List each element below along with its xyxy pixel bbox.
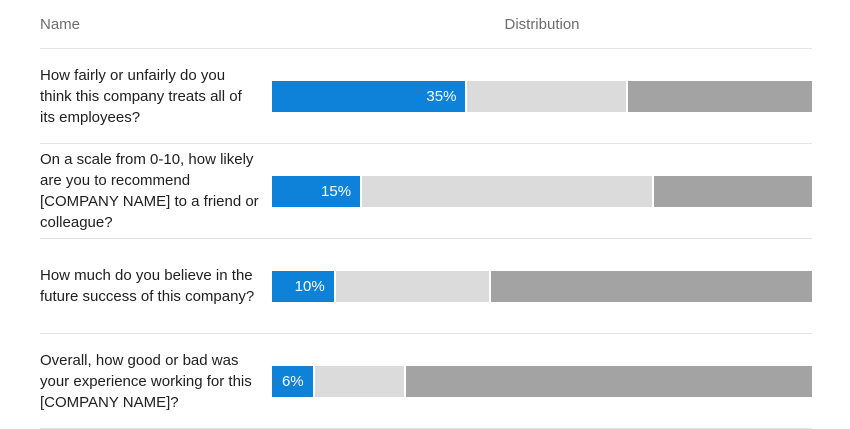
bar-segment-unfavorable[interactable] [653, 175, 812, 207]
question-text: On a scale from 0-10, how likely are you… [40, 151, 259, 231]
distribution-bar: 15% [272, 175, 812, 207]
question-text: Overall, how good or bad was your experi… [40, 351, 252, 411]
name-column-header: Name [40, 15, 81, 33]
question-text: How much do you believe in the future su… [40, 267, 255, 305]
bar-segment-unfavorable[interactable] [627, 80, 812, 112]
table-row: On a scale from 0-10, how likely are you… [40, 144, 812, 239]
bar-segment-neutral[interactable] [467, 80, 626, 112]
table-row: How much do you believe in the future su… [40, 239, 812, 334]
bar-segment-unfavorable[interactable] [490, 270, 812, 302]
bar-segment-unfavorable[interactable] [406, 365, 813, 397]
table-header: Name Distribution [40, 0, 812, 49]
distribution-bar: 10% [272, 270, 812, 302]
bar-segment-favorable[interactable]: 10% [272, 270, 334, 302]
bar-segment-neutral[interactable] [362, 175, 652, 207]
percentage-label: 6% [281, 372, 304, 390]
table-row: Overall, how good or bad was your experi… [40, 334, 813, 429]
bar-segment-neutral[interactable] [335, 270, 489, 302]
distribution-bar: 6% [272, 365, 813, 397]
question-text: How fairly or unfairly do you think this… [40, 66, 242, 126]
bar-segment-favorable[interactable]: 15% [272, 175, 361, 207]
bar-segment-favorable[interactable]: 6% [272, 365, 313, 397]
bar-segment-favorable[interactable]: 35% [272, 80, 466, 112]
bar-segment-neutral[interactable] [314, 365, 405, 397]
percentage-label: 35% [426, 87, 457, 105]
table-row: How fairly or unfairly do you think this… [40, 49, 812, 144]
percentage-label: 15% [321, 182, 352, 200]
percentage-label: 10% [294, 277, 325, 295]
distribution-bar: 35% [272, 80, 812, 112]
distribution-column-header: Distribution [504, 15, 580, 33]
